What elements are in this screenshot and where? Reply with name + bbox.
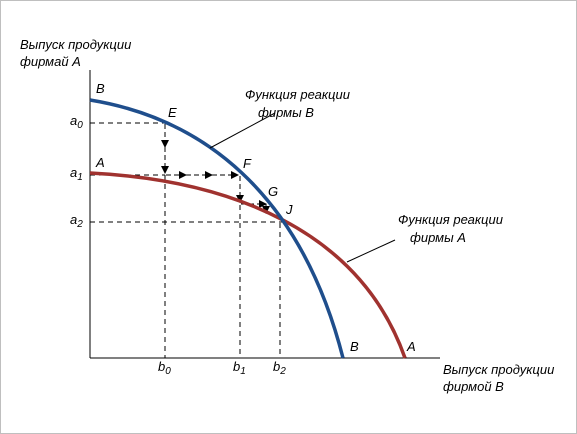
callout-line-firm-b [209, 112, 276, 149]
x-axis-title-line-2: фирмой В [443, 379, 504, 394]
curve-b-label-top: B [96, 81, 105, 96]
reaction-curve-firm-a [89, 171, 407, 359]
y-axis-title-line-2: фирмай А [20, 54, 81, 69]
y-axis-title-line-1: Выпуск продукции [20, 37, 131, 52]
point-f-label: F [243, 156, 252, 171]
curve-a-label-end: A [406, 339, 416, 354]
reaction-curve-firm-b [89, 98, 345, 359]
x-tick-b1: b1 [233, 359, 246, 377]
curve-a-label-top: A [95, 155, 105, 170]
x-tick-b0: b0 [158, 359, 171, 377]
point-e-label: E [168, 105, 177, 120]
y-tick-a0: a0 [70, 113, 83, 131]
curve-name-firm-a-line-2: фирмы А [410, 230, 466, 245]
curve-name-firm-b-line-1: Функция реакции [245, 87, 350, 102]
point-j-label: J [285, 202, 293, 217]
y-tick-a2: a2 [70, 212, 83, 230]
x-axis-title-line-1: Выпуск продукции [443, 362, 554, 377]
curve-name-firm-a-line-1: Функция реакции [398, 212, 503, 227]
x-tick-b2: b2 [273, 359, 286, 377]
y-tick-a1: a1 [70, 165, 83, 183]
curve-b-label-end: B [350, 339, 359, 354]
callout-line-firm-a [346, 239, 396, 263]
curve-name-firm-b-line-2: фирмы В [258, 105, 314, 120]
point-g-label: G [268, 184, 278, 199]
